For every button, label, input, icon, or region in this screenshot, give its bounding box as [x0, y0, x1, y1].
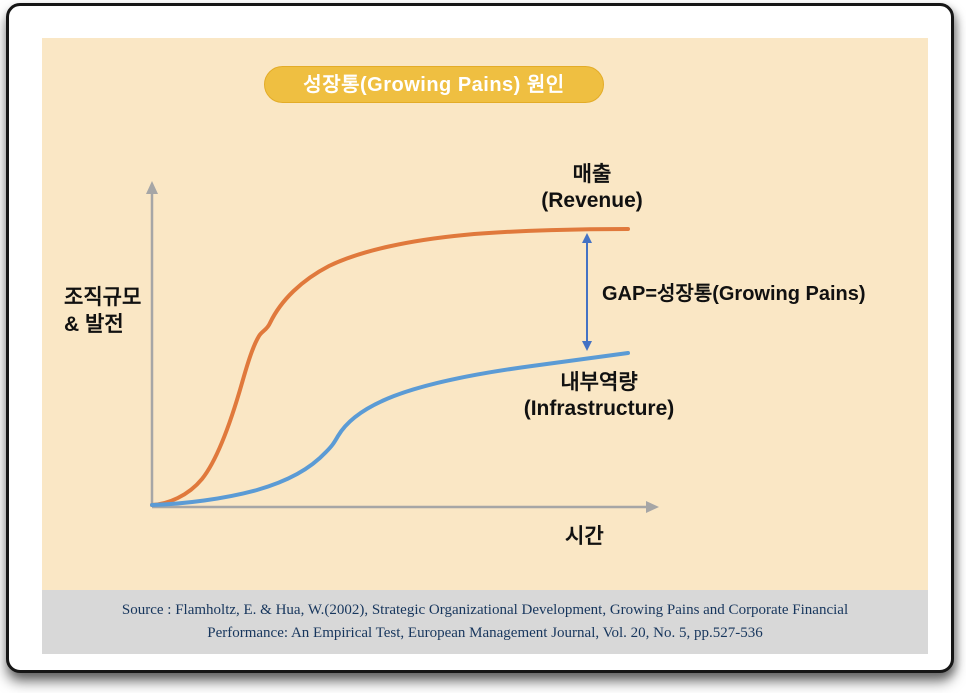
- diagram-canvas: 성장통(Growing Pains) 원인 조직규모 & 발전 시간 매출 (R…: [42, 38, 928, 590]
- title-badge: 성장통(Growing Pains) 원인: [264, 66, 604, 103]
- infrastructure-label-korean: 내부역량: [560, 371, 638, 394]
- gap-arrow-bottom-arrowhead-icon: [582, 341, 592, 351]
- slide-frame: 성장통(Growing Pains) 원인 조직규모 & 발전 시간 매출 (R…: [6, 3, 954, 673]
- infrastructure-curve: [150, 351, 630, 507]
- infrastructure-curve-label: 내부역량 (Infrastructure): [489, 370, 709, 422]
- slide-content: 성장통(Growing Pains) 원인 조직규모 & 발전 시간 매출 (R…: [42, 38, 928, 654]
- x-axis-label: 시간: [565, 525, 604, 548]
- title-badge-label: 성장통(Growing Pains) 원인: [303, 74, 565, 96]
- y-axis-label: 조직규모 & 발전: [64, 284, 141, 338]
- revenue-label-english: (Revenue): [541, 189, 643, 212]
- source-citation-line2: Performance: An Empirical Test, European…: [207, 625, 763, 642]
- infrastructure-label-english: (Infrastructure): [523, 397, 675, 420]
- y-axis-arrowhead-icon: [146, 181, 158, 194]
- y-axis-label-line1: 조직규모: [64, 286, 142, 309]
- x-axis-arrowhead-icon: [646, 501, 659, 513]
- revenue-label-korean: 매출: [572, 163, 612, 186]
- growing-pains-chart: [146, 181, 659, 513]
- source-citation-bar: Source : Flamholtz, E. & Hua, W.(2002), …: [42, 590, 928, 654]
- revenue-curve: [150, 227, 630, 507]
- revenue-curve-label: 매출 (Revenue): [492, 162, 692, 214]
- gap-label: GAP=성장통(Growing Pains): [602, 283, 866, 305]
- source-citation-line1: Source : Flamholtz, E. & Hua, W.(2002), …: [121, 602, 849, 618]
- y-axis-label-line2: & 발전: [64, 313, 124, 336]
- gap-arrow-top-arrowhead-icon: [582, 233, 592, 243]
